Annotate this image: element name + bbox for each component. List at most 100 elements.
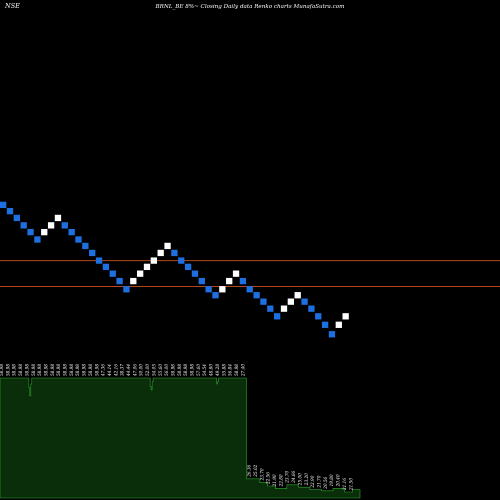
price-label: 25.02 — [253, 464, 258, 477]
price-label: 22.56 — [266, 472, 271, 485]
renko-brick-up — [41, 228, 48, 236]
price-label: 21.16 — [342, 478, 347, 491]
price-labels: 58.98 58.98 58.98 58.98 58.98 58.98 58.98 58.98… — [0, 364, 353, 491]
price-label: 58.98 — [56, 364, 61, 376]
price-label: 49.28 — [215, 364, 220, 377]
renko-brick-down — [20, 222, 27, 229]
renko-brick-down — [184, 263, 192, 271]
price-label: 47.36 — [101, 364, 106, 377]
renko-brick-down — [34, 236, 41, 243]
price-label: 58.98 — [170, 364, 175, 376]
price-label: 26.36 — [247, 464, 252, 477]
renko-brick-up — [143, 263, 151, 271]
price-label: 58.98 — [31, 364, 36, 376]
price-label: 54.05 — [151, 364, 156, 376]
price-label: 21.70 — [317, 475, 322, 488]
price-label: 44.44 — [126, 364, 131, 377]
price-label: 58.98 — [5, 364, 10, 376]
price-label: 23.20 — [304, 473, 309, 486]
volume-area-fill — [0, 377, 361, 499]
price-label: 58.98 — [82, 364, 87, 376]
price-label: 38.37 — [120, 364, 125, 376]
renko-brick-down — [274, 313, 281, 320]
renko-brick-down — [27, 228, 34, 236]
price-label: 58.98 — [63, 364, 68, 376]
renko-brick-up — [280, 305, 288, 312]
price-label: 57.60 — [196, 364, 201, 376]
renko-brick-down — [82, 242, 89, 250]
price-label: 47.06 — [132, 364, 137, 377]
renko-brick-down — [246, 286, 253, 293]
renko-brick-down — [198, 277, 205, 285]
renko-brick-up — [226, 277, 233, 285]
renko-brick-up — [342, 313, 349, 320]
price-label: 58.98 — [94, 364, 99, 376]
price-label: 58.98 — [69, 364, 74, 376]
renko-brick-down — [6, 207, 14, 215]
price-label: 58.98 — [37, 364, 42, 376]
price-label: 58.98 — [50, 364, 55, 376]
renko-brick-down — [68, 228, 75, 236]
price-label: 58.98 — [18, 364, 23, 376]
renko-brick-down — [109, 270, 116, 277]
price-label: 22.90 — [310, 475, 315, 488]
price-label: 58.98 — [88, 364, 93, 376]
renko-brick-down — [123, 286, 130, 293]
renko-brick-down — [308, 305, 315, 312]
renko-brick-down — [328, 331, 336, 338]
chart-description: BRNL_BE 8%~ Closing Daily data Renko cha… — [155, 4, 345, 10]
renko-brick-down — [0, 201, 7, 209]
price-label: 52.00 — [145, 364, 150, 376]
price-label: 54.54 — [202, 364, 207, 376]
renko-brick-down — [102, 263, 110, 271]
renko-brick-up — [54, 214, 62, 222]
renko-brick-up — [294, 292, 301, 299]
price-label: 58.98 — [190, 364, 195, 376]
renko-brick-down — [253, 292, 260, 299]
price-label: 55.88 — [221, 364, 226, 376]
price-label: 23.70 — [259, 468, 264, 481]
price-label: 55.60 — [158, 364, 163, 376]
renko-brick-up — [164, 242, 171, 250]
renko-brick-down — [75, 236, 82, 243]
renko-brick-down — [301, 298, 308, 305]
price-label: 27.40 — [240, 364, 245, 377]
renko-brick-down — [267, 305, 274, 312]
renko-brick-up — [335, 321, 342, 328]
price-label: 58.98 — [177, 364, 182, 376]
price-label: 58.98 — [234, 364, 239, 376]
price-label: 56.00 — [164, 364, 169, 376]
renko-brick-down — [321, 321, 329, 328]
price-label: 21.90 — [272, 474, 277, 487]
renko-brick-up — [287, 298, 294, 305]
renko-bricks — [0, 201, 349, 338]
price-label: 56.84 — [228, 364, 233, 376]
price-label: 22.80 — [278, 474, 283, 487]
renko-brick-down — [116, 277, 123, 285]
price-label: 20.40 — [336, 474, 341, 487]
renko-brick-up — [219, 286, 226, 293]
renko-brick-down — [260, 298, 267, 305]
renko-brick-down — [178, 257, 185, 264]
renko-brick-up — [130, 277, 137, 285]
renko-brick-down — [95, 257, 103, 264]
price-label: 19.80 — [329, 474, 334, 486]
price-label: 20.56 — [323, 476, 328, 489]
renko-brick-up — [47, 222, 55, 229]
price-label: 58.98 — [183, 364, 188, 376]
price-label: 44.14 — [107, 364, 112, 377]
renko-brick-down — [89, 249, 96, 257]
renko-brick-down — [13, 214, 20, 222]
price-label: 58.98 — [43, 364, 48, 376]
price-label: 21.50 — [348, 478, 353, 491]
price-label: 58.98 — [75, 364, 80, 376]
renko-brick-up — [137, 270, 144, 277]
renko-brick-down — [212, 292, 219, 299]
renko-brick-down — [205, 286, 212, 293]
volume-area — [0, 377, 361, 499]
price-label: 24.66 — [291, 470, 296, 483]
price-label: 58.98 — [12, 364, 17, 376]
renko-brick-down — [191, 270, 199, 277]
price-label: 42.16 — [113, 364, 118, 377]
